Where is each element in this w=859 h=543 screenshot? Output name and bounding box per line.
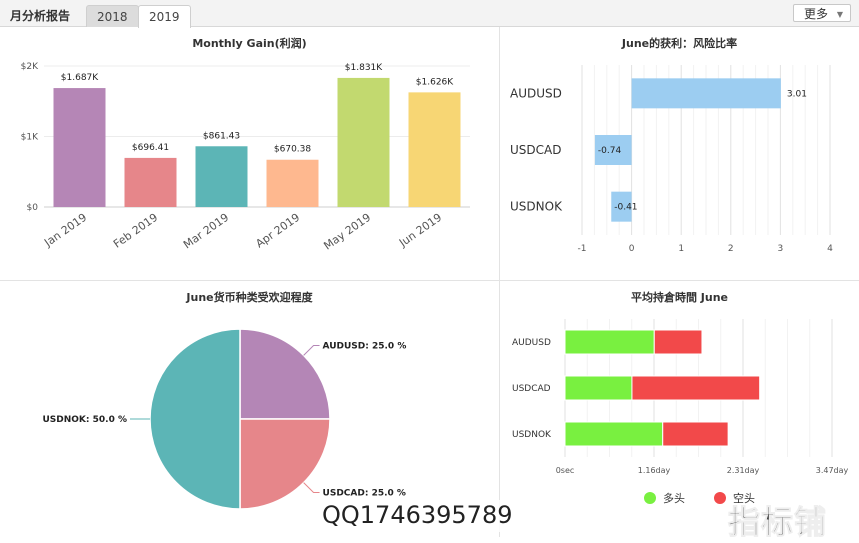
popularity-panel: June货币种类受欢迎程度 AUDUSD: 25.0 % USDCAD: 25.0…	[0, 281, 500, 537]
legend-label: 空头	[733, 491, 755, 505]
x-tick-label: 0	[629, 244, 635, 254]
legend-marker	[644, 492, 656, 504]
bar-segment	[662, 421, 729, 447]
bar	[631, 78, 781, 109]
monthly-gain-title: Monthly Gain(利润)	[192, 37, 307, 50]
y-tick-label: $2K	[21, 62, 39, 72]
data-label: $1.626K	[416, 77, 454, 87]
bar	[266, 159, 319, 207]
y-tick-label: USDNOK	[512, 430, 552, 440]
risk-ratio-chart: -1 0 1 2 3 4 AUDUSD 3.01 USDCAD -0.74 USDNOK -0.41	[510, 65, 833, 254]
data-label: $696.41	[132, 143, 169, 153]
legend-label: 多头	[663, 491, 685, 505]
bar-segment	[564, 421, 664, 447]
x-tick-label: 2.31day	[727, 466, 760, 475]
monthly-gain-chart: $0 $1K $2K $1.687K Jan 2019 $696.41 Feb 2019 $8…	[21, 62, 470, 253]
monthly-gain-panel: Monthly Gain(利润) $0 $1K $2K $1.687K Jan 2019…	[0, 27, 500, 281]
bar	[53, 88, 106, 207]
bar	[124, 157, 177, 207]
x-tick-label: Jan 2019	[41, 211, 89, 250]
risk-ratio-title: June的获利：风险比率	[621, 37, 738, 50]
popularity-title: June货币种类受欢迎程度	[186, 291, 313, 304]
x-tick-label: 1.16day	[638, 466, 671, 475]
data-label: -0.74	[598, 146, 622, 156]
report-header: 月分析报告 2018 2019 更多 ▼	[0, 0, 859, 28]
x-tick-label: 2	[728, 244, 734, 254]
tab-2019[interactable]: 2019	[138, 5, 191, 28]
popularity-pie-chart: AUDUSD: 25.0 % USDCAD: 25.0 % USDNOK: 50.0…	[42, 328, 407, 510]
tab-2018[interactable]: 2018	[86, 5, 139, 27]
x-tick-label: Jun 2019	[396, 211, 444, 250]
x-tick-label: -1	[578, 244, 587, 254]
x-tick-label: Mar 2019	[181, 211, 231, 252]
contact-watermark: QQ1746395789	[322, 500, 530, 532]
bar-segment	[564, 375, 633, 401]
legend-marker	[714, 492, 726, 504]
pie-connector	[303, 482, 320, 494]
more-dropdown[interactable]: 更多 ▼	[793, 4, 851, 22]
x-tick-label: 4	[827, 244, 833, 254]
page-title: 月分析报告	[10, 9, 71, 23]
y-tick-label: $0	[27, 203, 39, 213]
bar-segment	[564, 329, 655, 355]
chevron-down-icon: ▼	[836, 10, 843, 19]
bar	[195, 146, 248, 207]
x-tick-label: 1	[678, 244, 684, 254]
x-tick-label: May 2019	[321, 211, 373, 253]
x-tick-label: 0sec	[556, 466, 575, 475]
holding-time-panel: 平均持倉時間 June 0sec 1.16day 2.31day 3.47day AUD…	[500, 281, 859, 537]
pie-label: USDCAD: 25.0 %	[323, 489, 406, 499]
holding-time-chart: 0sec 1.16day 2.31day 3.47day AUDUSD USDCAD USD…	[512, 319, 849, 505]
y-tick-label: AUDUSD	[510, 86, 562, 100]
pie-label: USDNOK: 50.0 %	[42, 415, 127, 425]
holding-time-title: 平均持倉時間 June	[630, 291, 729, 304]
bar	[594, 135, 632, 165]
pie-connector	[303, 344, 320, 356]
y-tick-label: AUDUSD	[512, 338, 551, 348]
brand-logo: 指标铺	[727, 503, 828, 542]
data-label: -0.41	[614, 203, 637, 213]
y-tick-label: USDNOK	[510, 200, 563, 214]
data-label: $1.687K	[61, 73, 99, 83]
data-label: $1.831K	[345, 63, 383, 73]
bar	[337, 77, 390, 207]
x-tick-label: Feb 2019	[111, 211, 160, 251]
y-tick-label: USDCAD	[510, 143, 561, 157]
bar-segment	[653, 329, 703, 355]
y-tick-label: $1K	[21, 133, 39, 143]
bar	[611, 191, 632, 222]
x-tick-label: 3	[778, 244, 784, 254]
risk-ratio-panel: June的获利：风险比率 -1 0 1 2 3 4 AUDUSD 3.01 USDCAD -0.7…	[500, 27, 859, 281]
more-label: 更多	[804, 7, 829, 21]
data-label: 3.01	[787, 89, 807, 99]
bar	[408, 92, 461, 207]
data-label: $670.38	[274, 145, 311, 155]
pie-slice	[149, 328, 241, 510]
pie-slice	[239, 418, 331, 510]
pie-slice	[239, 328, 331, 420]
x-tick-label: Apr 2019	[253, 211, 302, 251]
y-tick-label: USDCAD	[512, 384, 551, 394]
data-label: $861.43	[203, 131, 240, 141]
pie-label: AUDUSD: 25.0 %	[323, 341, 407, 351]
bar-segment	[631, 375, 761, 401]
x-tick-label: 3.47day	[816, 466, 849, 475]
